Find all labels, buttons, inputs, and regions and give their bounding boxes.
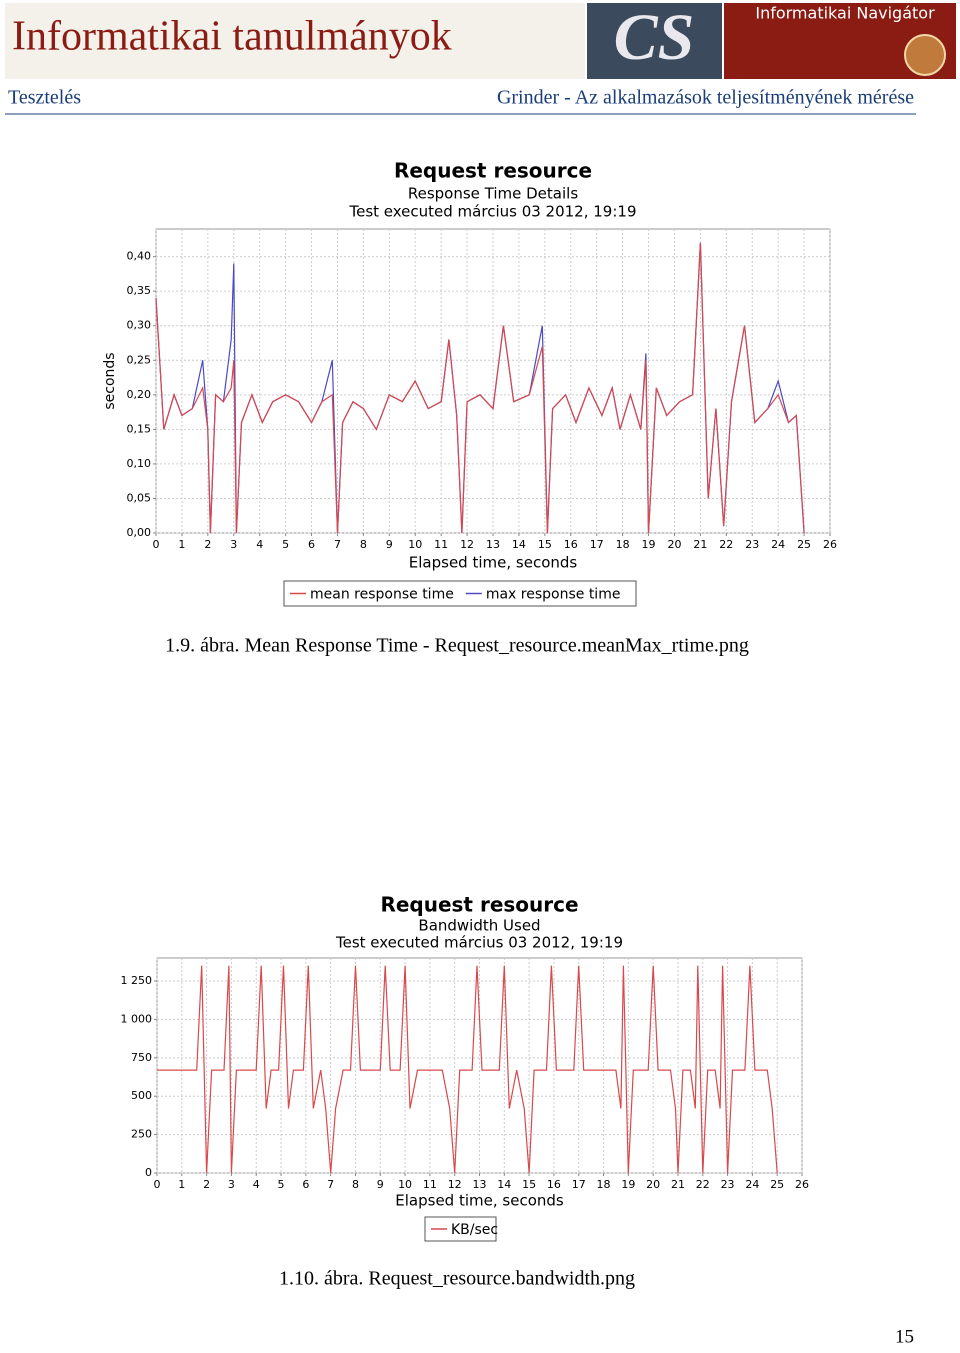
x-tick-label: 21 [693,538,707,551]
x-tick-label: 10 [398,1178,412,1191]
x-tick-label: 23 [745,538,759,551]
x-tick-label: 8 [360,538,367,551]
y-tick-label: 0,10 [127,457,152,470]
x-tick-label: 7 [334,538,341,551]
legend-label: mean response time [310,587,454,603]
x-tick-label: 8 [352,1178,359,1191]
legend-label: max response time [486,587,621,603]
x-tick-label: 3 [228,1178,235,1191]
header-banner [5,3,585,79]
x-tick-label: 26 [795,1178,809,1191]
x-tick-label: 0 [153,538,160,551]
y-tick-label: 0,40 [127,250,152,263]
y-axis-label: seconds [102,352,118,409]
y-tick-label: 0 [145,1166,152,1179]
x-tick-label: 9 [377,1178,384,1191]
y-tick-label: 0,15 [127,422,152,435]
x-tick-label: 2 [204,538,211,551]
x-tick-label: 20 [667,538,681,551]
x-tick-label: 16 [564,538,578,551]
y-tick-label: 0,30 [127,319,152,332]
y-tick-label: 0,00 [127,526,152,539]
logo-box [587,3,722,79]
x-tick-label: 12 [460,538,474,551]
x-tick-label: 20 [646,1178,660,1191]
page-number: 15 [895,1326,914,1347]
x-tick-label: 13 [486,538,500,551]
article-title: Grinder - Az alkalmazások teljesítményén… [497,87,914,109]
chart-test-info: Test executed március 03 2012, 19:19 [335,934,623,952]
y-tick-label: 1 000 [121,1012,153,1025]
x-tick-label: 18 [616,538,630,551]
y-tick-label: 0,35 [127,284,152,297]
data-line [157,965,778,1174]
x-axis-label: Elapsed time, seconds [395,1192,564,1210]
badge-text: Informatikai Navigátor [755,4,935,23]
y-tick-label: 1 250 [121,974,153,987]
x-tick-label: 6 [302,1178,309,1191]
x-tick-label: 22 [719,538,733,551]
x-tick-label: 5 [282,538,289,551]
x-tick-label: 4 [253,1178,260,1191]
data-line [155,242,805,534]
x-tick-label: 17 [572,1178,586,1191]
legend-box [283,580,637,607]
x-tick-label: 16 [547,1178,561,1191]
x-tick-label: 10 [408,538,422,551]
x-tick-label: 24 [771,538,785,551]
chart-subtitle: Bandwidth Used [418,917,540,935]
x-tick-label: 25 [770,1178,784,1191]
x-tick-label: 15 [522,1178,536,1191]
x-tick-label: 23 [721,1178,735,1191]
y-tick-label: 250 [131,1128,152,1141]
x-tick-label: 0 [154,1178,161,1191]
logo: CS [614,1,695,74]
compass-icon [904,34,946,76]
y-tick-label: 0,20 [127,388,152,401]
x-tick-label: 9 [386,538,393,551]
figure-caption: 1.10. ábra. Request_resource.bandwidth.p… [279,1268,635,1290]
x-tick-label: 24 [745,1178,759,1191]
chart-subtitle: Response Time Details [408,185,578,203]
x-tick-label: 11 [434,538,448,551]
y-tick-label: 0,05 [127,491,152,504]
x-tick-label: 26 [823,538,837,551]
x-tick-label: 3 [230,538,237,551]
x-tick-label: 4 [256,538,263,551]
section-title: Tesztelés [8,87,81,109]
legend-label: KB/sec [451,1222,498,1238]
x-tick-label: 25 [797,538,811,551]
x-tick-label: 5 [278,1178,285,1191]
x-tick-label: 14 [512,538,526,551]
x-axis-label: Elapsed time, seconds [409,554,578,572]
x-tick-label: 15 [538,538,552,551]
journal-title: Informatikai tanulmányok [12,14,452,60]
x-tick-label: 2 [203,1178,210,1191]
x-tick-label: 19 [621,1178,635,1191]
y-tick-label: 750 [131,1051,152,1064]
x-tick-label: 13 [473,1178,487,1191]
x-tick-label: 14 [497,1178,511,1191]
x-tick-label: 11 [423,1178,437,1191]
chart-title: Request resource [394,159,592,183]
x-tick-label: 18 [597,1178,611,1191]
chart-test-info: Test executed március 03 2012, 19:19 [348,203,636,221]
x-tick-label: 1 [178,1178,185,1191]
x-tick-label: 12 [448,1178,462,1191]
x-tick-label: 17 [590,538,604,551]
x-tick-label: 1 [178,538,185,551]
x-tick-label: 6 [308,538,315,551]
chart-title: Request resource [380,893,578,917]
y-tick-label: 0,25 [127,353,152,366]
x-tick-label: 7 [327,1178,334,1191]
y-tick-label: 500 [131,1089,152,1102]
x-tick-label: 22 [696,1178,710,1191]
x-tick-label: 19 [642,538,656,551]
x-tick-label: 21 [671,1178,685,1191]
figure-caption: 1.9. ábra. Mean Response Time - Request_… [165,635,749,657]
